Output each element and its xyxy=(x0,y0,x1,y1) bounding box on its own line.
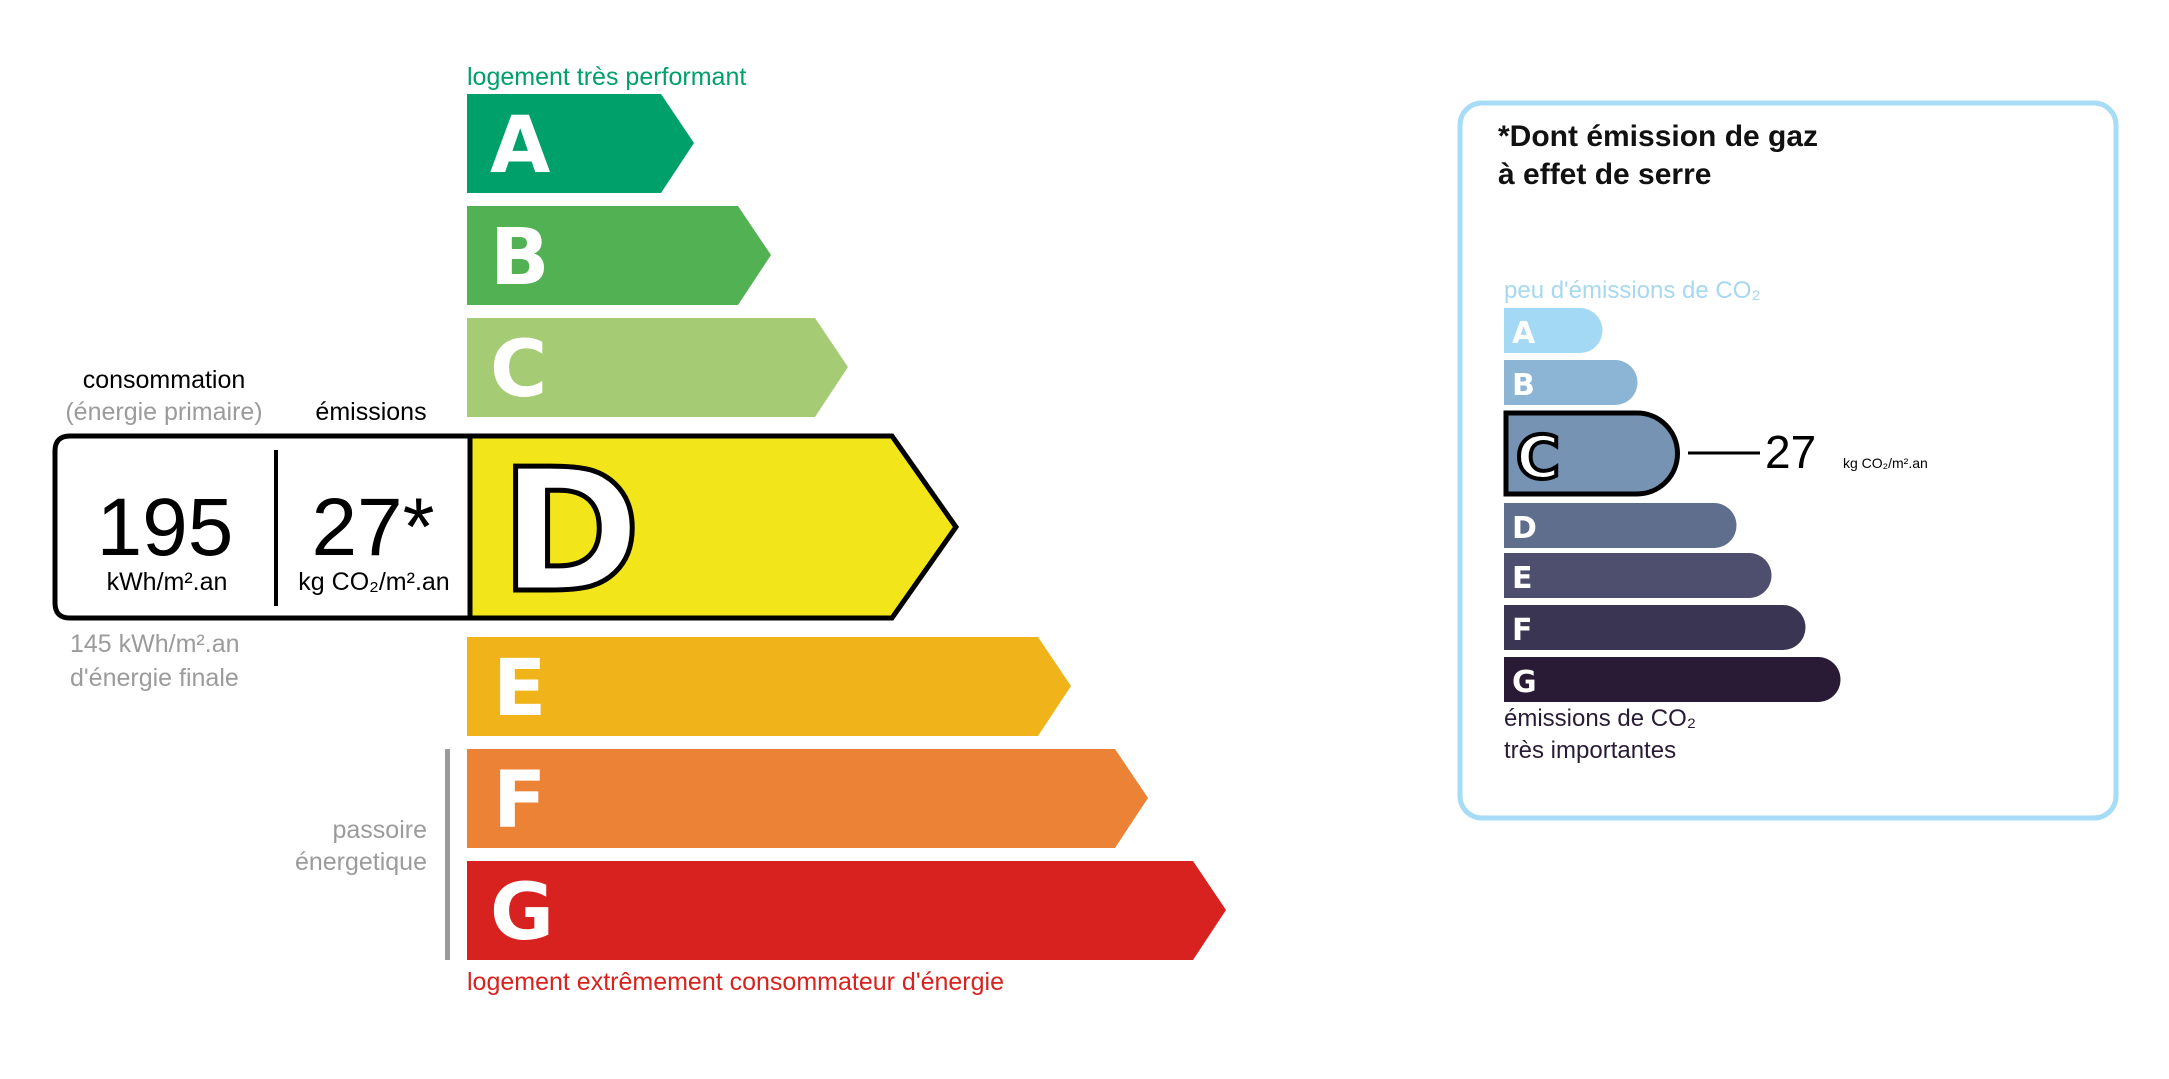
consumption-label: consommation xyxy=(83,366,246,394)
dpe-class-a: A xyxy=(467,94,694,193)
ges-value: 27 xyxy=(1765,426,1816,478)
ges-top-label: peu d'émissions de CO₂ xyxy=(1504,277,1761,304)
ges-bottom-label-2: très importantes xyxy=(1504,737,1676,764)
ges-letter-a: A xyxy=(1512,316,1536,351)
ges-letter-e: E xyxy=(1512,561,1533,596)
dpe-class-b: B xyxy=(467,206,771,305)
ges-unit: kg CO₂/m².an xyxy=(1843,455,1928,471)
dpe-current-box: D 195 kWh/m².an 27* kg CO₂/m².an xyxy=(52,431,960,634)
ges-class-g: G xyxy=(1504,657,1841,702)
ges-class-b: B xyxy=(1504,360,1638,405)
ges-title-1: *Dont émission de gaz xyxy=(1498,120,1818,153)
emissions-label: émissions xyxy=(315,398,426,426)
ges-letter-f: F xyxy=(1512,613,1533,648)
ges-bottom-label-1: émissions de CO₂ xyxy=(1504,705,1696,732)
dpe-letter-b: B xyxy=(490,213,549,303)
ges-class-c: C xyxy=(1503,410,1680,497)
dpe-letter-g: G xyxy=(490,868,554,958)
ges-title-2: à effet de serre xyxy=(1498,158,1711,191)
passoire-label-1: passoire xyxy=(333,816,428,844)
dpe-letter-d: D xyxy=(500,433,641,631)
dpe-letter-e: E xyxy=(493,644,546,734)
emissions-value: 27* xyxy=(311,482,434,573)
ges-class-e: E xyxy=(1504,553,1772,598)
dpe-class-e: E xyxy=(467,637,1071,736)
dpe-letter-a: A xyxy=(490,101,550,191)
dpe-letter-c: C xyxy=(490,325,547,415)
final-energy-value: 145 kWh/m².an xyxy=(70,630,240,658)
ges-class-f: F xyxy=(1504,605,1806,650)
consumption-value: 195 xyxy=(97,482,234,573)
passoire-bar xyxy=(445,749,450,960)
emissions-unit: kg CO₂/m².an xyxy=(298,568,449,596)
ges-letter-b: B xyxy=(1512,368,1535,403)
dpe-top-label: logement très performant xyxy=(467,63,746,91)
dpe-bottom-label: logement extrêmement consommateur d'éner… xyxy=(467,968,1004,996)
ges-class-a: A xyxy=(1504,308,1603,353)
ges-letter-g: G xyxy=(1512,665,1537,700)
dpe-class-f: F xyxy=(467,749,1148,848)
dpe-class-g: G xyxy=(467,861,1226,960)
consumption-sublabel: (énergie primaire) xyxy=(65,398,262,426)
ges-letter-c: C xyxy=(1516,423,1560,493)
passoire-label-2: énergetique xyxy=(295,848,427,876)
final-energy-label: d'énergie finale xyxy=(70,664,239,692)
dpe-class-c: C xyxy=(467,318,848,417)
ges-class-d: D xyxy=(1504,503,1737,548)
ges-letter-d: D xyxy=(1512,511,1537,546)
consumption-unit: kWh/m².an xyxy=(107,568,228,596)
dpe-letter-f: F xyxy=(493,756,546,846)
